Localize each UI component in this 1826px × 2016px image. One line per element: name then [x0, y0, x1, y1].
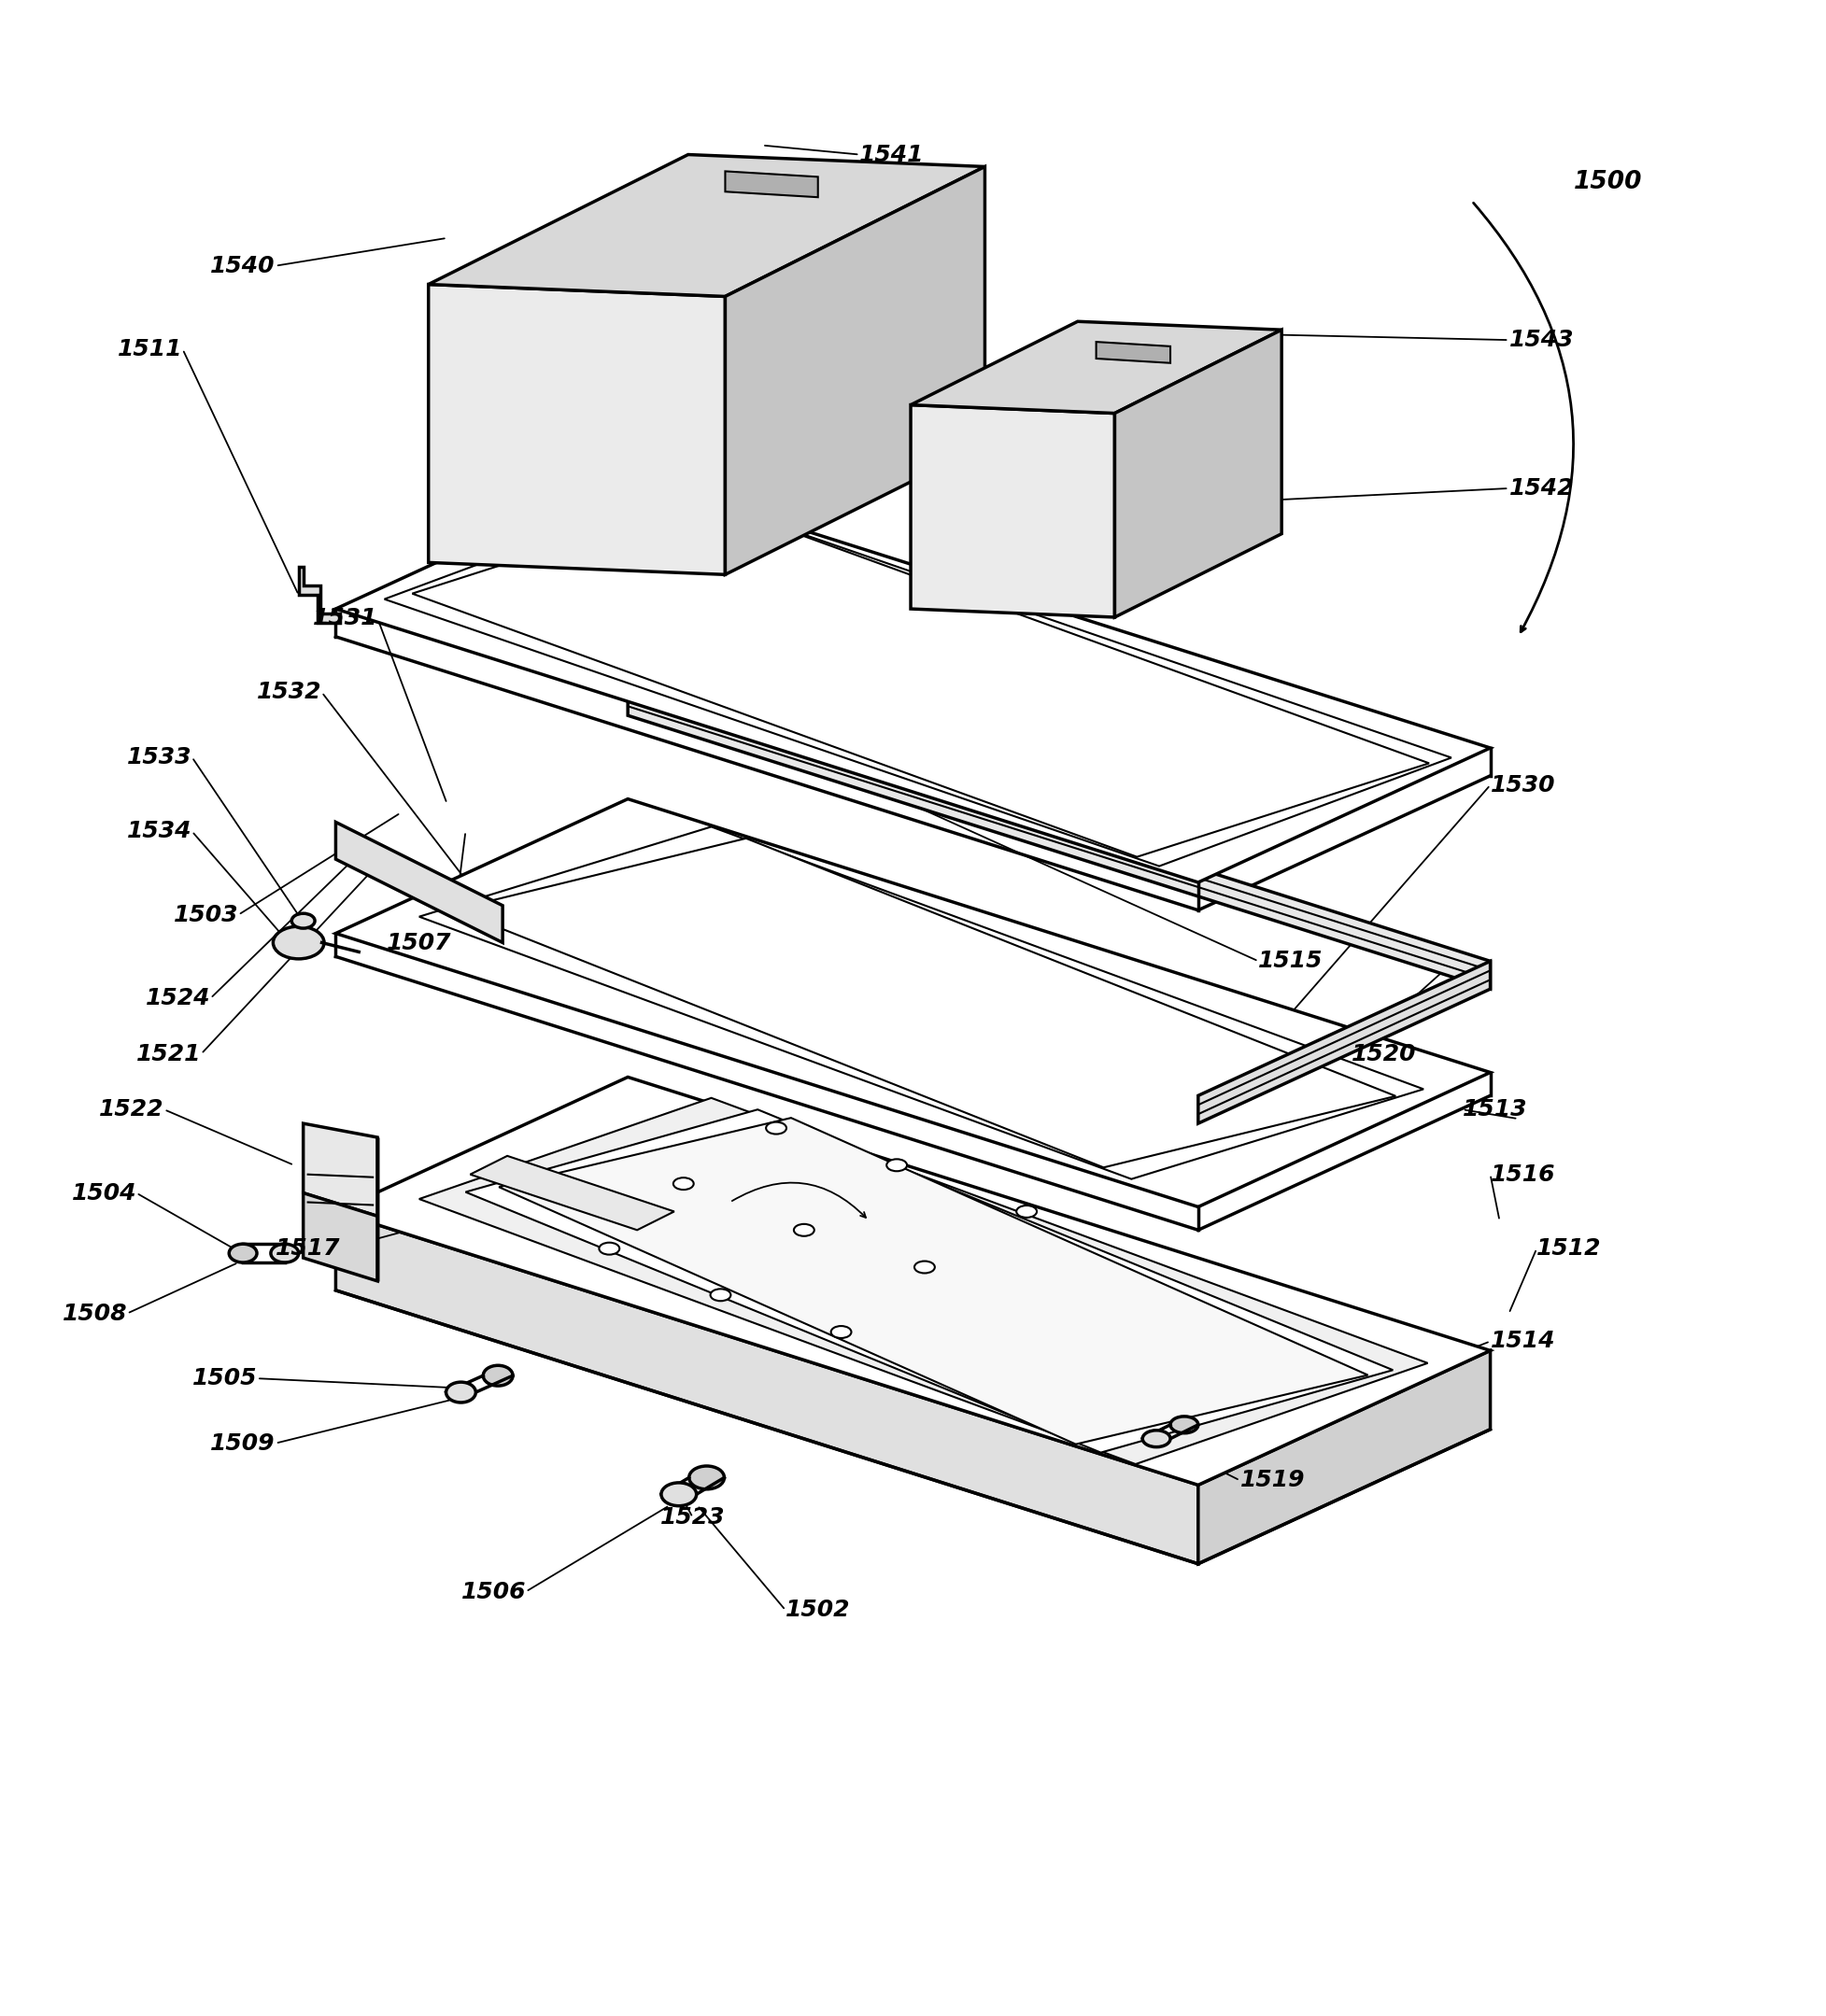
- Text: 1503: 1503: [173, 903, 237, 925]
- Polygon shape: [336, 1077, 1490, 1486]
- Text: 1543: 1543: [1508, 329, 1572, 351]
- Polygon shape: [1096, 343, 1170, 363]
- Text: 1513: 1513: [1463, 1099, 1527, 1121]
- Ellipse shape: [710, 1288, 730, 1300]
- Polygon shape: [1114, 331, 1282, 617]
- Polygon shape: [383, 490, 1450, 867]
- Polygon shape: [298, 566, 340, 623]
- Ellipse shape: [915, 1262, 935, 1274]
- Polygon shape: [336, 474, 1490, 883]
- Text: 1519: 1519: [1240, 1470, 1304, 1492]
- Text: 1514: 1514: [1490, 1331, 1554, 1353]
- Text: 1504: 1504: [71, 1181, 137, 1204]
- Ellipse shape: [831, 1327, 851, 1339]
- Text: 1524: 1524: [146, 988, 210, 1010]
- Ellipse shape: [270, 1244, 298, 1262]
- Polygon shape: [498, 1117, 1368, 1443]
- Polygon shape: [413, 500, 1428, 857]
- Ellipse shape: [886, 1159, 906, 1171]
- Polygon shape: [303, 1123, 378, 1216]
- Ellipse shape: [1141, 1429, 1170, 1447]
- Text: 1502: 1502: [785, 1599, 849, 1621]
- Ellipse shape: [228, 1244, 257, 1262]
- Polygon shape: [418, 1099, 1426, 1464]
- Ellipse shape: [765, 1123, 785, 1135]
- Polygon shape: [909, 321, 1282, 413]
- Text: 1542: 1542: [1508, 478, 1572, 500]
- Ellipse shape: [1170, 1417, 1198, 1433]
- Text: 1511: 1511: [117, 339, 183, 361]
- Text: 1520: 1520: [1351, 1042, 1415, 1064]
- Text: 1517: 1517: [276, 1238, 340, 1260]
- Text: 1540: 1540: [210, 254, 276, 276]
- Ellipse shape: [674, 1177, 694, 1189]
- Text: 1515: 1515: [1258, 950, 1322, 972]
- Ellipse shape: [688, 1466, 723, 1490]
- Text: 1522: 1522: [99, 1099, 164, 1121]
- Polygon shape: [725, 167, 984, 575]
- Ellipse shape: [794, 1224, 814, 1236]
- Text: 1534: 1534: [128, 821, 192, 843]
- Ellipse shape: [292, 913, 314, 927]
- Polygon shape: [466, 1109, 1391, 1454]
- Text: 1500: 1500: [1572, 169, 1642, 194]
- Ellipse shape: [446, 1383, 475, 1403]
- Polygon shape: [909, 405, 1114, 617]
- Text: 1530: 1530: [1490, 774, 1554, 796]
- Text: 1506: 1506: [460, 1581, 526, 1603]
- Ellipse shape: [272, 927, 323, 960]
- Text: 1523: 1523: [659, 1506, 725, 1528]
- Text: 1532: 1532: [257, 681, 321, 704]
- Polygon shape: [336, 1212, 1198, 1564]
- Polygon shape: [469, 1155, 674, 1230]
- Polygon shape: [1198, 962, 1490, 1123]
- Text: 1508: 1508: [62, 1302, 128, 1325]
- Polygon shape: [1198, 1351, 1490, 1564]
- Polygon shape: [336, 798, 1490, 1208]
- Text: 1509: 1509: [210, 1431, 276, 1454]
- Text: 1541: 1541: [860, 143, 924, 165]
- Text: 1512: 1512: [1536, 1238, 1601, 1260]
- Polygon shape: [725, 171, 818, 198]
- Text: 1505: 1505: [192, 1367, 257, 1389]
- Ellipse shape: [661, 1482, 696, 1506]
- Polygon shape: [453, 839, 1395, 1167]
- Text: 1531: 1531: [312, 607, 378, 629]
- Ellipse shape: [1015, 1206, 1037, 1218]
- Text: 1533: 1533: [128, 746, 192, 768]
- Polygon shape: [303, 1193, 378, 1280]
- Ellipse shape: [599, 1242, 619, 1254]
- Ellipse shape: [482, 1365, 513, 1385]
- Text: 1521: 1521: [137, 1042, 201, 1064]
- Polygon shape: [429, 284, 725, 575]
- Text: 1507: 1507: [387, 931, 451, 954]
- Polygon shape: [418, 827, 1422, 1179]
- Polygon shape: [336, 823, 502, 943]
- Polygon shape: [429, 155, 984, 296]
- Text: 1516: 1516: [1490, 1163, 1554, 1185]
- Polygon shape: [628, 687, 1490, 990]
